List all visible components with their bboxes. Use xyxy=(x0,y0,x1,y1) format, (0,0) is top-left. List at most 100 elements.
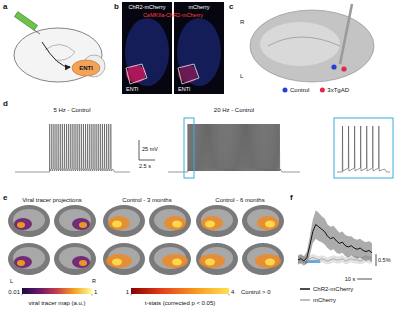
overlay xyxy=(14,218,32,230)
tissue xyxy=(177,18,221,86)
label: 20 Hz - Control xyxy=(214,107,254,113)
overlay xyxy=(112,259,122,266)
overlay xyxy=(199,254,225,268)
brain-slice xyxy=(149,205,191,237)
brain-slice xyxy=(242,205,284,237)
tick-label: 4 xyxy=(231,289,235,295)
zoom-box xyxy=(334,118,393,178)
brain-slice xyxy=(54,243,96,275)
region-outline xyxy=(126,64,147,84)
colorbar-tick xyxy=(22,294,23,296)
overlay xyxy=(255,254,281,268)
panel-d: 5 Hz - Control20 Hz - Control25 mV2.5 s xyxy=(15,107,393,178)
colorbar-label: viral tracer map (a.u.) xyxy=(28,300,85,306)
overlay xyxy=(106,254,132,268)
overlay xyxy=(79,222,87,228)
overlay xyxy=(172,259,182,266)
midline xyxy=(268,37,340,46)
expression xyxy=(126,65,146,83)
tissue xyxy=(125,18,169,86)
scale-bar xyxy=(139,140,140,160)
label: L xyxy=(10,278,13,284)
scale-label: 0.5% xyxy=(378,257,391,263)
label: Viral tracer projections xyxy=(22,197,82,203)
site xyxy=(331,64,336,69)
label: R xyxy=(92,278,96,284)
colorbar-title: Control > 0 xyxy=(241,289,271,295)
scale-bar xyxy=(376,254,377,266)
brain-slice xyxy=(196,243,238,275)
colorbar-tick xyxy=(229,294,230,296)
legend-entry: Control xyxy=(290,87,309,93)
colorbar xyxy=(22,288,92,294)
brain-slice xyxy=(13,209,45,231)
label: L xyxy=(240,73,244,79)
overlay xyxy=(265,259,275,266)
syringe xyxy=(14,12,37,31)
overlay xyxy=(72,256,90,268)
label: Control - 3 months xyxy=(122,197,171,203)
brain-slice xyxy=(108,209,140,231)
overlay xyxy=(14,256,32,268)
legend-swatch xyxy=(300,288,310,290)
panel-letter: d xyxy=(3,99,8,108)
scale-bar xyxy=(357,279,372,280)
label: mCherry xyxy=(188,4,209,10)
overlay xyxy=(112,221,122,228)
label: CaMKIIa-ChR2-mCherry xyxy=(143,12,203,18)
error-band xyxy=(298,210,372,265)
brain-slice xyxy=(201,209,233,231)
fiber xyxy=(340,4,352,64)
scale-label: 10 s xyxy=(345,276,356,282)
brain-slice xyxy=(13,247,45,269)
brain-outline xyxy=(14,28,102,82)
needle xyxy=(34,30,40,34)
overlay xyxy=(17,260,25,266)
panel-b: ChR2-mCherryENTlmCherryENTlCaMKIIa-ChR2-… xyxy=(122,2,224,94)
panel-letter: a xyxy=(3,2,8,11)
overlay xyxy=(257,216,279,230)
panel-letter: b xyxy=(114,2,119,11)
brain-slice xyxy=(242,243,284,275)
ent-region xyxy=(72,60,100,76)
label: 5 Hz - Control xyxy=(53,107,90,113)
brain-slice xyxy=(59,247,91,269)
brain-slice xyxy=(154,209,186,231)
label: ChR2-mCherry xyxy=(129,4,166,10)
overlay xyxy=(205,221,215,228)
legend-swatch xyxy=(320,88,325,93)
overlay xyxy=(162,254,188,268)
colorbar-tick xyxy=(92,294,93,296)
zoom-box xyxy=(184,118,194,178)
label: R xyxy=(240,19,245,25)
label: ENTl xyxy=(126,86,138,92)
line xyxy=(298,225,372,262)
plot-area xyxy=(298,210,372,265)
legend-swatch xyxy=(300,299,310,301)
region-outline xyxy=(178,64,199,84)
legend-entry: mCherry xyxy=(313,297,336,303)
overlay xyxy=(164,216,186,230)
overlay xyxy=(17,222,25,228)
panel-letter: e xyxy=(3,193,8,202)
panel-c: RLControl3xTgAD xyxy=(240,4,374,93)
overlay xyxy=(72,218,90,230)
brain-slice xyxy=(103,243,145,275)
panel-f: f10 s0.5%ChR2-mCherrymCherry xyxy=(290,193,391,303)
overlay xyxy=(79,260,87,266)
overlay xyxy=(172,221,182,228)
brain-slice xyxy=(103,205,145,237)
tick-label: 1 xyxy=(94,289,98,295)
tick-label: 1 xyxy=(126,289,130,295)
line xyxy=(298,258,372,262)
label: 2.5 s xyxy=(139,163,151,169)
voltage-trace xyxy=(15,124,130,172)
figure: ENTlaChR2-mCherryENTlmCherryENTlCaMKIIa-… xyxy=(0,0,400,311)
brain-slice xyxy=(8,205,50,237)
site xyxy=(341,66,346,71)
overlay xyxy=(265,221,275,228)
cortex xyxy=(260,22,340,66)
brain-slice xyxy=(247,209,279,231)
panel-a: ENTl xyxy=(14,12,105,82)
overlay xyxy=(201,216,223,230)
